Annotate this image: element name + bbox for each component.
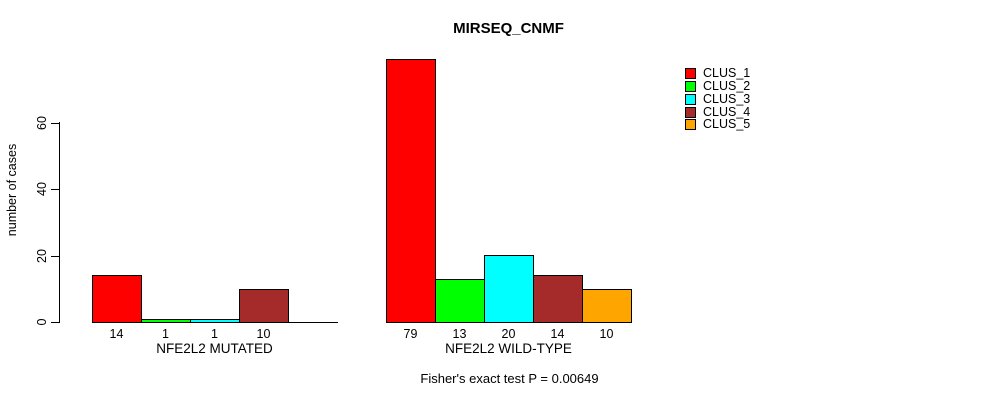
bar-value-label: 79 — [403, 327, 418, 341]
legend-label: CLUS_2 — [703, 79, 751, 94]
bar-value-label: 14 — [550, 327, 565, 341]
legend-label: CLUS_5 — [703, 117, 751, 132]
y-axis-line — [59, 122, 60, 323]
legend-label: CLUS_4 — [703, 104, 751, 119]
y-axis-tick — [51, 122, 59, 124]
annotation-text: Fisher's exact test P = 0.00649 — [420, 371, 599, 386]
legend-swatch — [685, 93, 696, 105]
bar-clus_2 — [141, 319, 191, 323]
legend-swatch — [685, 68, 696, 80]
legend-label: CLUS_1 — [703, 66, 751, 81]
bar-clus_3 — [190, 319, 240, 323]
legend-swatch — [685, 119, 696, 131]
group-label: NFE2L2 MUTATED — [156, 341, 273, 356]
bar-clus_1 — [386, 59, 436, 323]
bar-clus_2 — [435, 279, 485, 323]
y-axis-label: number of cases — [5, 143, 19, 237]
bar-value-label: 1 — [211, 327, 218, 341]
chart-title: MIRSEQ_CNMF — [453, 20, 564, 37]
legend-item: CLUS_1 — [685, 65, 751, 81]
bar-value-label: 20 — [501, 327, 516, 341]
bar-clus_4 — [239, 289, 289, 323]
y-axis-tick — [51, 255, 59, 257]
bar-clus_5 — [582, 289, 632, 323]
bar-value-label: 10 — [599, 327, 614, 341]
bar-clus_3 — [484, 255, 534, 323]
y-tick-label: 0 — [35, 318, 49, 326]
y-axis-tick — [51, 189, 59, 190]
legend-item: CLUS_3 — [685, 91, 751, 106]
legend-swatch — [685, 106, 696, 118]
legend-swatch — [685, 81, 696, 93]
group-label: NFE2L2 WILD-TYPE — [445, 341, 572, 356]
bar-value-label: 13 — [452, 327, 467, 341]
legend-label: CLUS_3 — [703, 91, 751, 106]
bar-value-label: 1 — [162, 327, 169, 341]
bar-value-label: 10 — [256, 327, 271, 341]
bar-clus_4 — [533, 275, 583, 323]
bar-clus_1 — [92, 275, 142, 323]
y-tick-label: 20 — [35, 248, 49, 263]
y-tick-label: 60 — [35, 115, 49, 130]
legend-item: CLUS_2 — [685, 78, 751, 94]
y-tick-label: 40 — [35, 182, 49, 196]
legend-item: CLUS_4 — [685, 103, 751, 119]
legend-item: CLUS_5 — [685, 116, 751, 132]
bar-value-label: 14 — [109, 327, 124, 341]
y-axis-tick — [51, 322, 59, 323]
